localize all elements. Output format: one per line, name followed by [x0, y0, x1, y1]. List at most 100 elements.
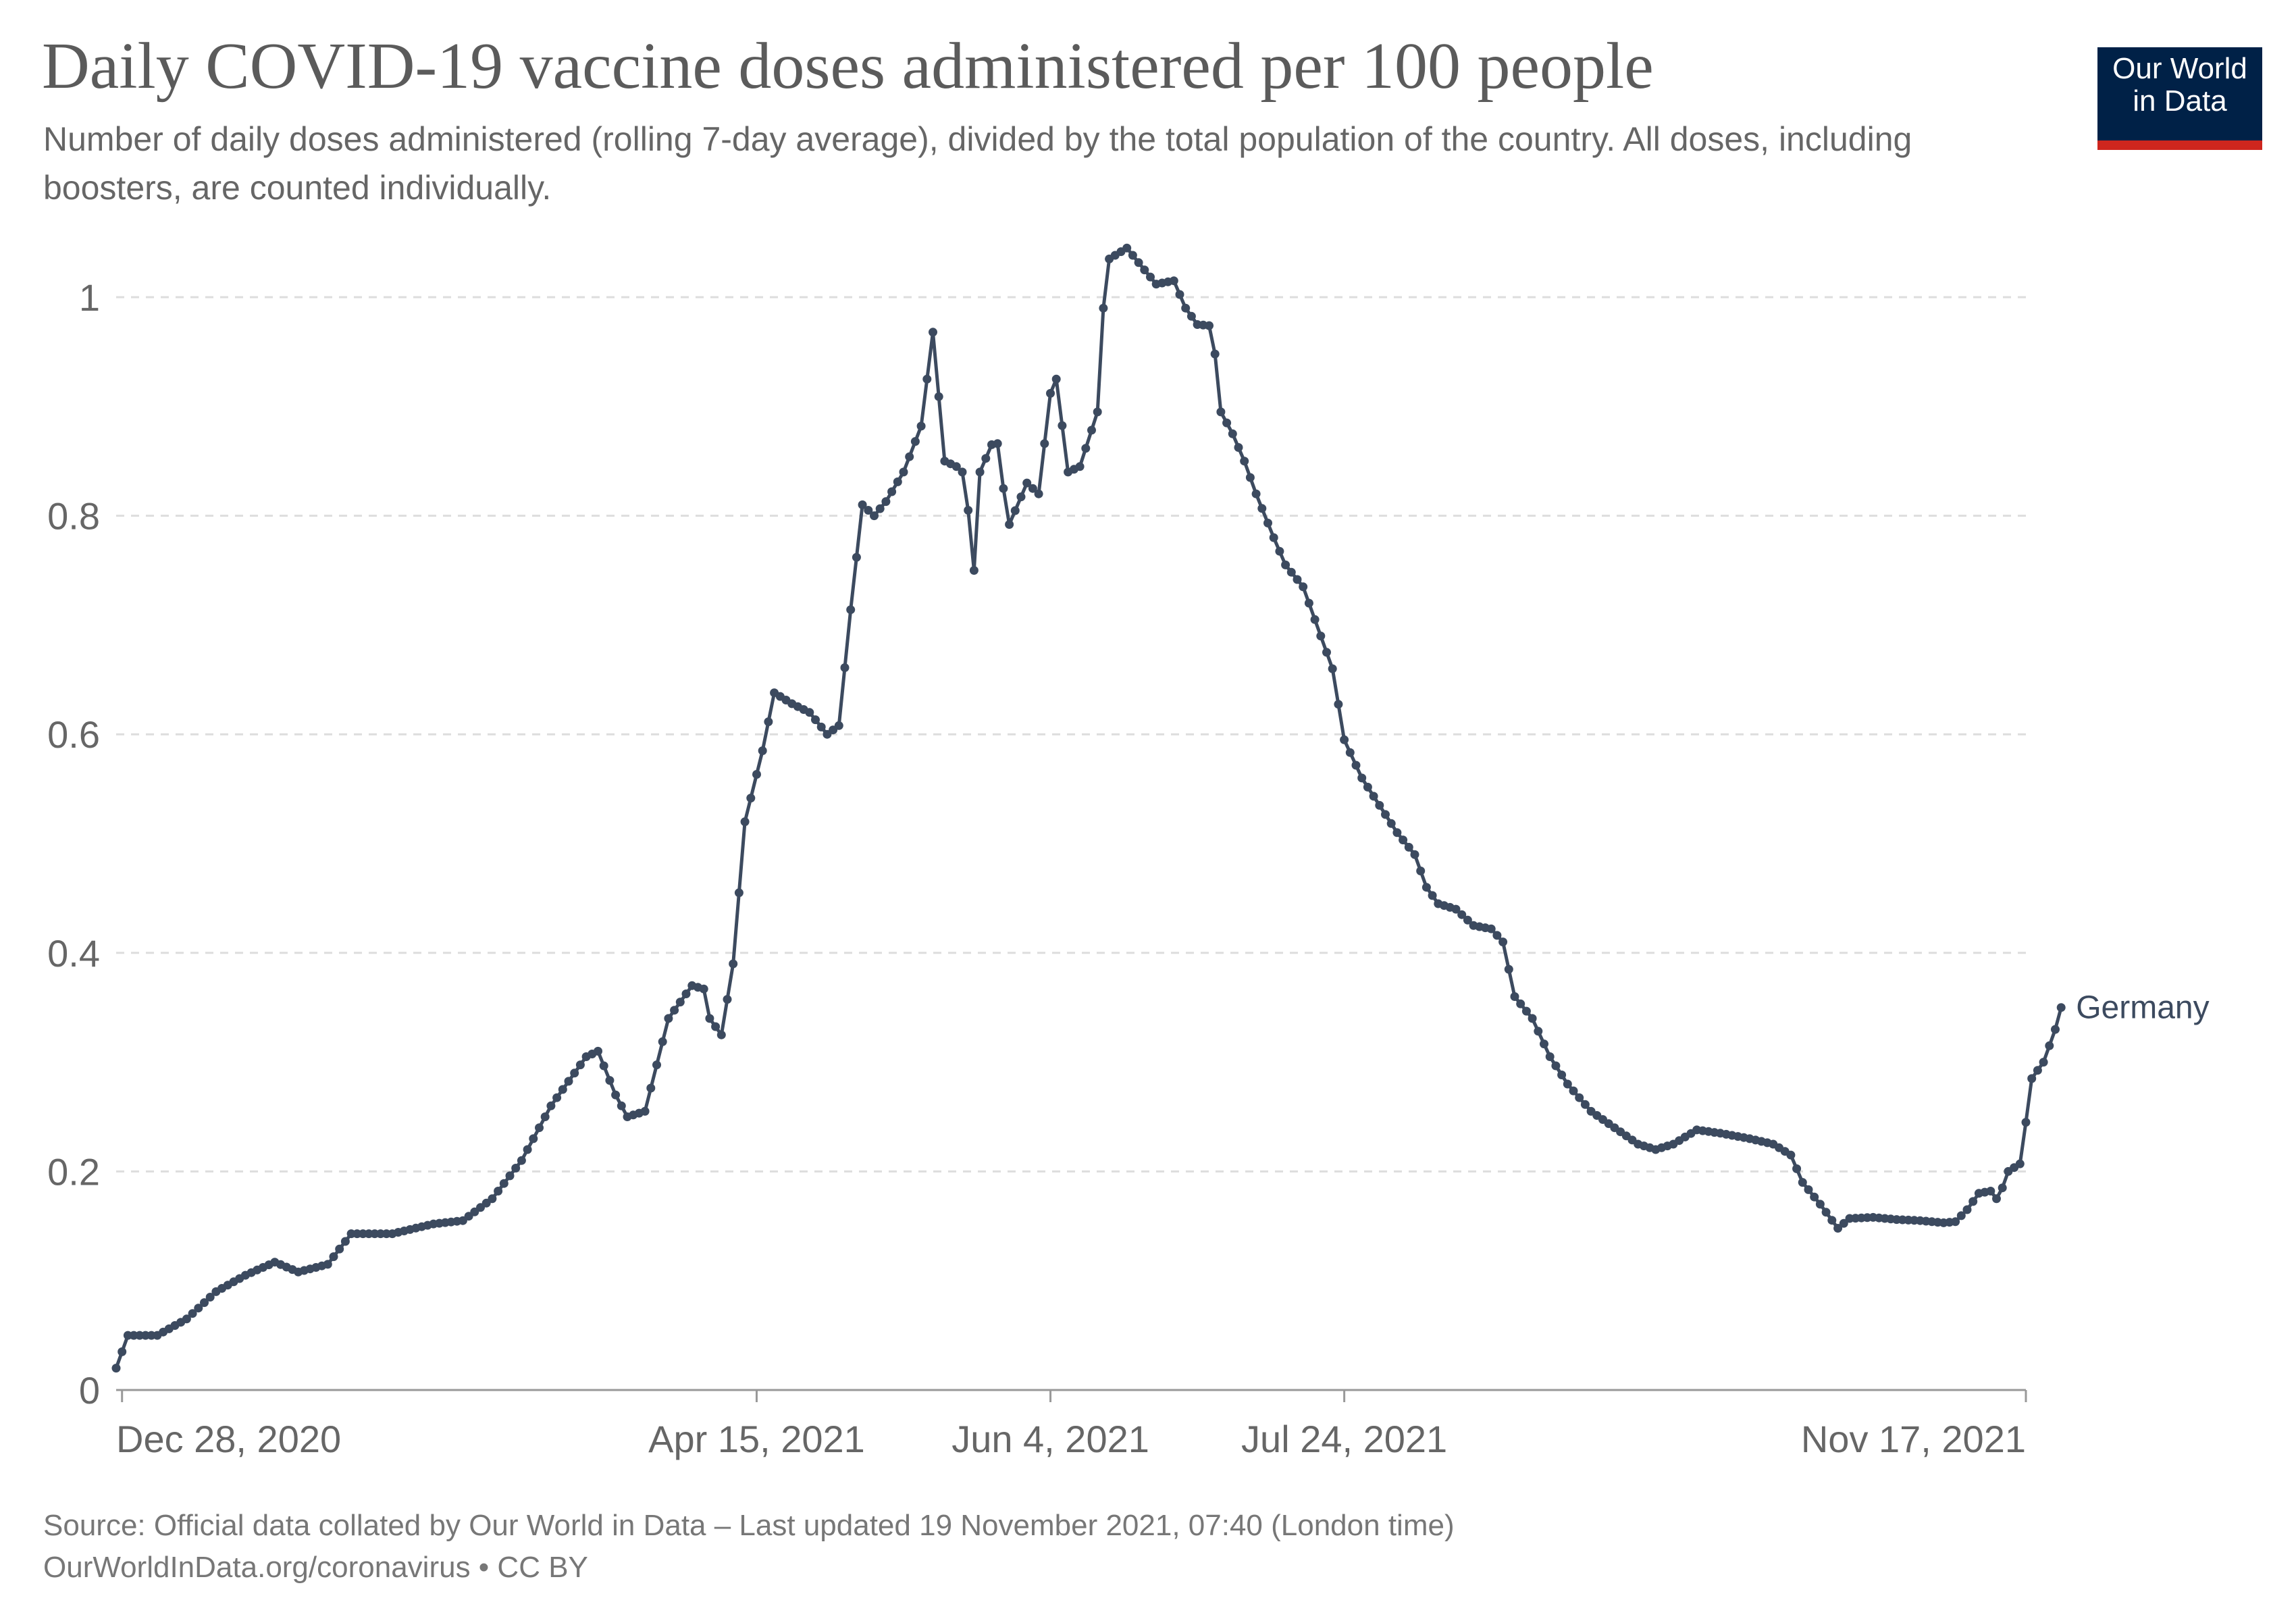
- data-point: [540, 1112, 550, 1121]
- data-point: [1510, 992, 1519, 1001]
- data-point: [1122, 243, 1132, 253]
- data-point: [1351, 761, 1361, 770]
- data-point: [1516, 999, 1525, 1008]
- data-point: [1058, 421, 1067, 430]
- data-point: [1186, 311, 1196, 321]
- data-point: [575, 1060, 585, 1070]
- data-point: [1016, 492, 1026, 502]
- data-point: [611, 1090, 621, 1100]
- data-point: [1293, 575, 1302, 584]
- data-point: [1962, 1205, 1972, 1214]
- data-point: [1815, 1200, 1825, 1209]
- data-point: [1328, 664, 1337, 673]
- series-germany: Germany: [111, 243, 2210, 1373]
- data-point: [329, 1252, 338, 1262]
- data-point: [1428, 891, 1437, 900]
- series-label-germany: Germany: [2076, 990, 2209, 1026]
- data-point: [1792, 1164, 1802, 1173]
- data-point: [969, 566, 979, 575]
- data-point: [2051, 1025, 2060, 1034]
- data-point: [1216, 407, 1226, 417]
- data-point: [1304, 598, 1313, 608]
- data-point: [934, 392, 943, 401]
- x-tick-label: Jun 4, 2021: [951, 1418, 1149, 1460]
- data-point: [1286, 567, 1296, 577]
- data-point: [1028, 484, 1037, 493]
- data-point: [1545, 1052, 1555, 1061]
- data-point: [1222, 418, 1232, 428]
- data-point: [1022, 478, 1032, 488]
- data-point: [758, 746, 767, 755]
- data-point: [570, 1069, 579, 1078]
- data-point: [1563, 1079, 1572, 1089]
- data-point: [981, 454, 991, 463]
- data-point: [2021, 1118, 2031, 1127]
- data-point: [1181, 303, 1191, 313]
- data-point: [511, 1164, 521, 1173]
- data-point: [905, 452, 914, 461]
- data-point: [846, 605, 856, 615]
- data-point: [1463, 915, 1472, 925]
- source-link[interactable]: OurWorldInData.org/coronavirus • CC BY: [43, 1551, 588, 1584]
- data-point: [2033, 1066, 2042, 1075]
- data-point: [805, 708, 814, 717]
- owid-logo[interactable]: Our World in Data: [2097, 47, 2262, 150]
- data-point: [1093, 407, 1102, 417]
- chart-title: Daily COVID-19 vaccine doses administere…: [42, 30, 1654, 103]
- data-point: [870, 511, 879, 521]
- data-point: [916, 421, 926, 431]
- data-point: [834, 721, 843, 730]
- data-point: [118, 1347, 127, 1356]
- data-point: [1410, 850, 1419, 859]
- data-point: [999, 484, 1008, 493]
- data-point: [111, 1364, 121, 1373]
- data-point: [1956, 1211, 1966, 1220]
- data-point: [1334, 700, 1343, 709]
- y-tick-label: 0.6: [47, 713, 100, 756]
- data-point: [1005, 520, 1014, 529]
- data-point: [617, 1101, 626, 1110]
- data-point: [1369, 792, 1378, 801]
- chart-footer: Source: Official data collated by Our Wo…: [43, 1505, 1455, 1589]
- data-point: [858, 500, 867, 509]
- x-tick-label: Jul 24, 2021: [1241, 1418, 1447, 1460]
- data-point: [1140, 265, 1149, 275]
- data-point: [1046, 388, 1055, 398]
- data-point: [681, 989, 691, 998]
- data-point: [1386, 819, 1396, 828]
- data-point: [929, 328, 937, 337]
- data-point: [1169, 276, 1178, 286]
- data-point: [1492, 931, 1502, 940]
- data-point: [546, 1101, 556, 1110]
- data-point: [1951, 1217, 1960, 1227]
- data-point: [1310, 615, 1320, 624]
- data-point: [1146, 272, 1155, 282]
- logo-line-2: in Data: [2133, 84, 2227, 118]
- data-point: [893, 477, 902, 486]
- data-point: [1257, 504, 1267, 513]
- data-point: [188, 1309, 197, 1318]
- data-point: [2056, 1003, 2066, 1012]
- data-point: [1205, 321, 1214, 330]
- data-point: [1580, 1100, 1590, 1109]
- data-point: [652, 1060, 661, 1070]
- data-point: [964, 506, 973, 515]
- data-point: [1810, 1192, 1819, 1202]
- data-point: [1128, 251, 1137, 260]
- source-note: Source: Official data collated by Our Wo…: [43, 1509, 1455, 1542]
- series-line-germany: [114, 246, 2063, 1369]
- data-point: [1175, 290, 1184, 299]
- data-point: [1557, 1071, 1567, 1079]
- data-point: [1051, 374, 1061, 384]
- data-point: [723, 995, 732, 1004]
- data-point: [1210, 349, 1220, 359]
- data-point: [1251, 489, 1261, 498]
- data-point: [1986, 1187, 1995, 1195]
- x-tick-label: Dec 28, 2020: [116, 1418, 341, 1460]
- data-point: [1281, 560, 1290, 569]
- data-point: [205, 1293, 215, 1302]
- data-point: [194, 1304, 203, 1313]
- data-point: [910, 437, 920, 446]
- data-point: [1399, 835, 1408, 845]
- data-point: [729, 959, 738, 969]
